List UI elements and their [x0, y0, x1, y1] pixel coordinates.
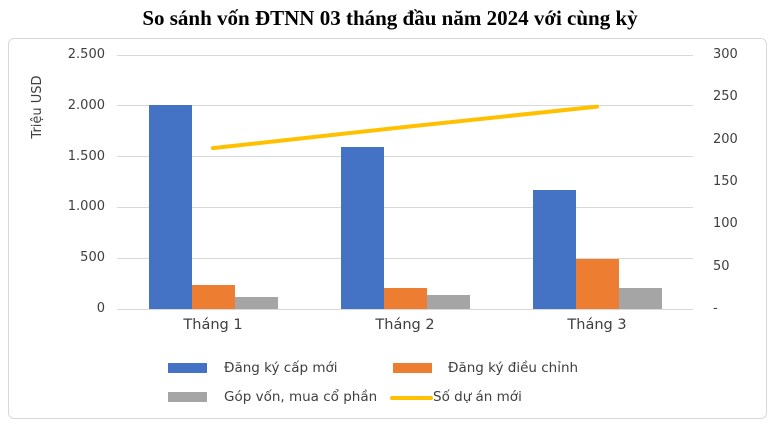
right-axis-tick-label: 250	[713, 89, 738, 105]
left-axis-tick-label: 0	[96, 301, 105, 316]
chart-frame	[8, 38, 767, 419]
gridline	[117, 156, 693, 158]
trend-line-layer	[211, 104, 599, 151]
x-axis-label: Tháng 3	[567, 317, 627, 333]
bar	[340, 147, 384, 309]
right-axis-tick-label: 50	[713, 258, 730, 274]
bar	[532, 190, 576, 309]
left-axis-tick-label: 1.500	[67, 148, 105, 164]
gridline	[117, 206, 693, 208]
right-axis-tick-label: 150	[713, 174, 738, 189]
x-axis-label: Tháng 1	[183, 317, 243, 333]
legend-swatch	[168, 363, 207, 373]
legend-label: Đăng ký cấp mới	[224, 360, 338, 376]
left-axis-tick-label: 500	[80, 250, 105, 266]
bar	[383, 287, 427, 309]
right-axis-tick-label: -	[713, 301, 718, 316]
legend-swatch	[168, 392, 207, 402]
bar	[191, 285, 235, 309]
bar	[426, 294, 470, 309]
legend-swatch	[390, 396, 433, 400]
bar	[618, 287, 662, 309]
right-axis-tick-label: 300	[713, 47, 738, 62]
legend-label: Số dự án mới	[433, 389, 522, 405]
legend-swatch	[393, 363, 432, 373]
right-axis-tick-label: 100	[713, 216, 738, 232]
right-axis-tick-label: 200	[713, 131, 738, 147]
legend-label: Góp vốn, mua cổ phần	[224, 389, 378, 405]
chart-title: So sánh vốn ĐTNN 03 tháng đầu năm 2024 v…	[142, 6, 638, 30]
gridline	[117, 54, 693, 56]
gridline	[117, 105, 693, 107]
left-axis-tick-label: 2.000	[67, 97, 105, 113]
legend-label: Đăng ký điều chỉnh	[448, 360, 579, 376]
gridline	[117, 257, 693, 259]
bar	[148, 104, 192, 309]
left-axis-tick-label: 1.000	[67, 199, 105, 215]
trend-line	[211, 104, 599, 151]
left-axis-tick-label: 2.500	[67, 47, 105, 62]
gridline	[117, 308, 693, 310]
bar	[575, 258, 619, 309]
x-axis-label: Tháng 2	[375, 317, 435, 333]
bar	[234, 297, 278, 309]
